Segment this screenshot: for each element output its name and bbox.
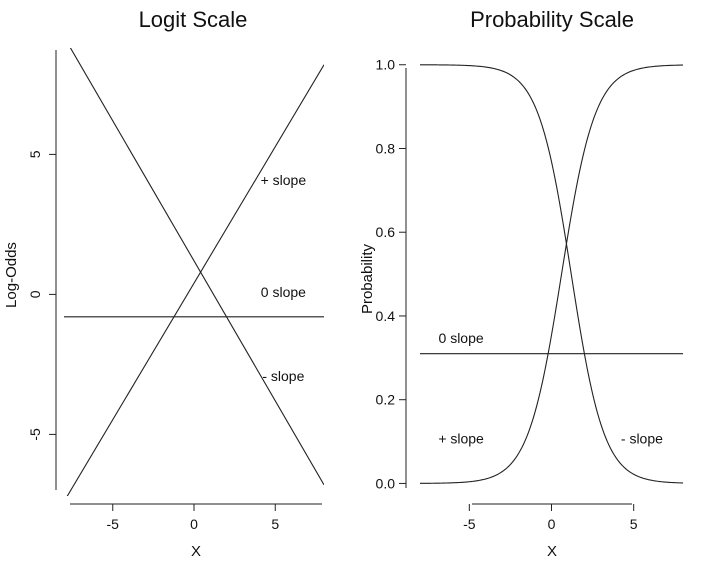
probability-x-ticks: -5 0 5 <box>463 504 638 532</box>
probability-y-tick-label-0-4: 0.4 <box>376 308 396 324</box>
probability-annotation-0-slope: 0 slope <box>439 330 484 346</box>
logit-y-tick-label-5: -5 <box>27 428 43 441</box>
logit-series <box>64 48 324 496</box>
probability-x-tick-label-5: -5 <box>463 516 476 532</box>
probability-annotation-slope: - slope <box>621 431 663 447</box>
probability-x-axis-label: X <box>547 543 557 560</box>
probability-y-axis-label: Probability <box>359 243 376 314</box>
logit-annotation-0-slope: 0 slope <box>261 284 306 300</box>
probability-y-tick-label-0-6: 0.6 <box>376 224 396 240</box>
logit-y-tick-label-5: 5 <box>27 150 43 158</box>
logit-series-slope <box>69 48 324 486</box>
probability-series <box>420 64 683 484</box>
probability-y-tick-label-1-0: 1.0 <box>376 57 396 73</box>
logit-x-tick-label-5: 5 <box>271 516 279 532</box>
probability-annotation-slope: + slope <box>438 431 484 447</box>
probability-x-tick-label-0: 0 <box>548 516 556 532</box>
logit-scale-panel: Logit Scale -5 0 5 -5 0 5 + slope 0 slope - sl… <box>3 7 324 560</box>
logit-annotation-slope: + slope <box>261 172 307 188</box>
probability-series-slope <box>420 64 683 484</box>
probability-y-tick-label-0-2: 0.2 <box>376 392 396 408</box>
probability-scale-panel: Probability Scale -5 0 5 0.0 0.2 0.4 0.6 0.8 1.… <box>359 7 683 560</box>
logit-y-ticks: -5 0 5 <box>27 150 56 441</box>
probability-series-slope <box>420 64 683 484</box>
logit-x-ticks: -5 0 5 <box>107 504 279 532</box>
logit-x-axis-label: X <box>191 543 201 560</box>
logit-annotations: + slope 0 slope - slope <box>261 172 307 384</box>
logit-annotation-slope: - slope <box>262 368 304 384</box>
probability-x-tick-label-5: 5 <box>630 516 638 532</box>
probability-annotations: 0 slope + slope - slope <box>438 330 663 446</box>
logit-chart-title: Logit Scale <box>139 7 248 32</box>
logit-x-tick-label-0: 0 <box>190 516 198 532</box>
logit-series-slope <box>66 64 324 496</box>
probability-y-tick-label-0-8: 0.8 <box>376 140 396 156</box>
probability-chart-title: Probability Scale <box>470 7 634 32</box>
probability-y-tick-label-0-0: 0.0 <box>376 475 396 491</box>
logit-y-tick-label-0: 0 <box>27 290 43 298</box>
logit-x-tick-label-5: -5 <box>107 516 120 532</box>
probability-y-ticks: 0.0 0.2 0.4 0.6 0.8 1.0 <box>376 57 406 491</box>
logit-y-axis-label: Log-Odds <box>3 242 20 308</box>
